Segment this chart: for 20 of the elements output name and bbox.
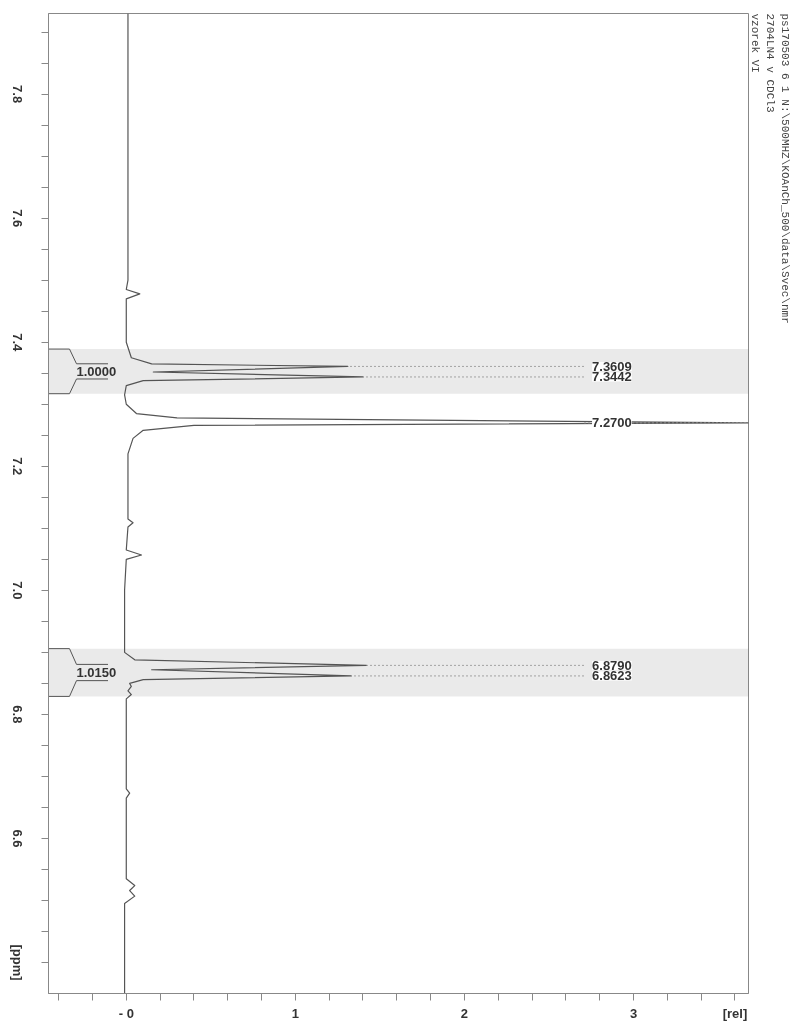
y-tick-label: 6.6 — [10, 829, 25, 848]
x-tick-label: 1 — [291, 1005, 299, 1021]
y-tick-label: [ppm] — [10, 944, 25, 981]
annotation: 7.2700 — [592, 415, 632, 431]
y-tick-label: 7.0 — [10, 581, 25, 600]
x-tick-label: 2 — [460, 1005, 469, 1021]
y-tick-label: 7.6 — [10, 209, 25, 228]
text: ps170503 6 1 N:\500MHZ\KOAnCh_500\data\Svec\nmr — [779, 13, 791, 324]
y-tick-label: 7.2 — [10, 457, 25, 476]
x-tick-label: - 0 — [118, 1005, 134, 1021]
line-series — [123, 13, 749, 994]
y-tick-label: 7.8 — [10, 85, 25, 104]
x-tick-label: 3 — [629, 1005, 638, 1021]
y-tick-label: 7.4 — [10, 333, 25, 353]
x-tick-label: [rel] — [722, 1005, 748, 1021]
text: 2704LN4 v CDCl3 — [764, 13, 776, 113]
text: vzorek VI — [749, 13, 761, 73]
y-tick-label: 6.8 — [10, 705, 25, 724]
band-label: 1.0150 — [76, 665, 117, 681]
band-label: 1.0000 — [76, 363, 117, 379]
